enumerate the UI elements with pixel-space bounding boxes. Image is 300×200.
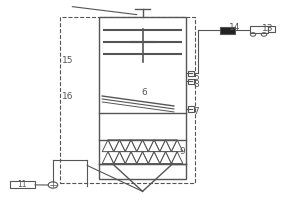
Bar: [268, 26, 275, 32]
Text: 15: 15: [62, 56, 74, 65]
Bar: [250, 26, 268, 33]
Bar: [188, 71, 194, 76]
Text: 11: 11: [18, 180, 27, 189]
Text: 16: 16: [62, 92, 74, 101]
Text: 8: 8: [193, 80, 199, 89]
Text: 6: 6: [141, 88, 147, 97]
Text: 5: 5: [193, 73, 199, 82]
Text: 14: 14: [229, 23, 241, 32]
Bar: [10, 181, 35, 188]
Text: 13: 13: [262, 24, 274, 33]
Bar: [220, 27, 235, 34]
Bar: [188, 106, 194, 112]
Text: 9: 9: [180, 147, 186, 156]
Bar: [60, 17, 195, 183]
Text: 7: 7: [193, 107, 199, 116]
Bar: [99, 17, 186, 179]
Bar: [188, 79, 194, 84]
